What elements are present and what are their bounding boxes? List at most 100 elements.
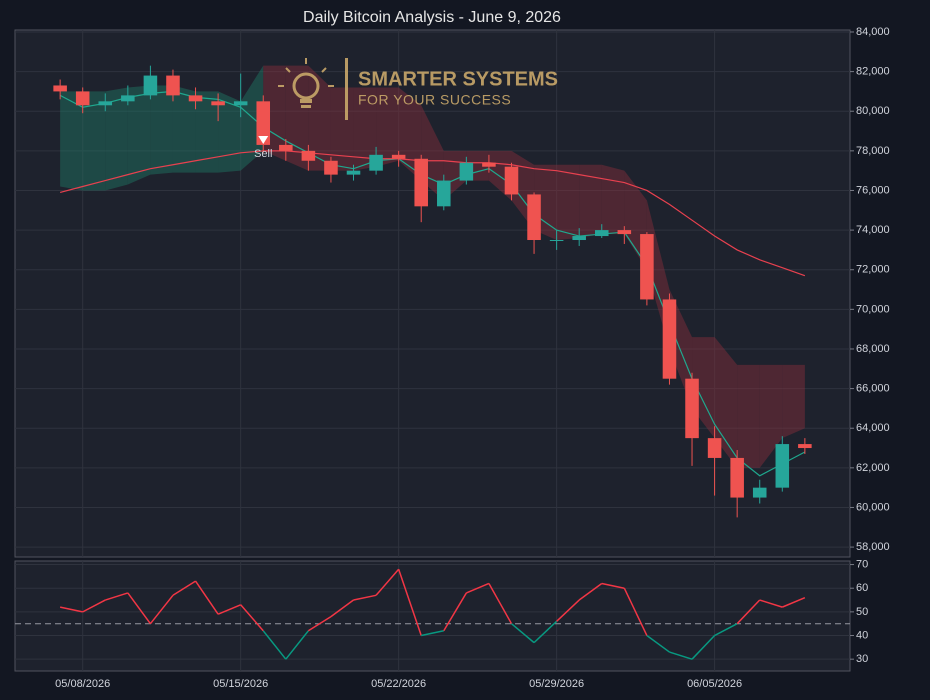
rsi-segment bbox=[623, 587, 648, 636]
candle-body bbox=[75, 91, 90, 106]
y-tick-label: 78,000 bbox=[856, 145, 890, 157]
x-tick-label: 05/29/2026 bbox=[529, 678, 584, 690]
candle-body bbox=[301, 150, 316, 161]
candle-body bbox=[617, 230, 632, 235]
y-tick-label: 66,000 bbox=[856, 383, 890, 395]
candle-body bbox=[53, 85, 67, 92]
rsi-segment bbox=[217, 604, 241, 615]
rsi-segment bbox=[397, 569, 422, 636]
candle-body bbox=[256, 101, 271, 145]
cloud bbox=[150, 85, 173, 175]
cloud bbox=[737, 364, 760, 468]
candle-body bbox=[166, 75, 180, 96]
y-tick-label: 72,000 bbox=[856, 264, 890, 276]
logo: SMARTER SYSTEMS FOR YOUR SUCCESS bbox=[278, 58, 558, 120]
rsi-segment bbox=[691, 634, 716, 660]
y-tick-label: 68,000 bbox=[856, 343, 890, 355]
cloud bbox=[782, 364, 805, 439]
rsi-segment bbox=[488, 583, 513, 625]
candle-body bbox=[482, 162, 496, 167]
y-tick-label: 70 bbox=[856, 558, 868, 570]
candle-body bbox=[233, 101, 248, 106]
rsi-segment bbox=[646, 634, 670, 653]
rsi-segment bbox=[82, 599, 106, 613]
candle-body bbox=[346, 170, 361, 175]
cloud bbox=[579, 164, 602, 239]
candle-body bbox=[121, 95, 135, 102]
chart-title: Daily Bitcoin Analysis - June 9, 2026 bbox=[303, 9, 561, 26]
y-tick-label: 40 bbox=[856, 629, 868, 641]
rsi-segment bbox=[714, 623, 738, 637]
y-tick-label: 64,000 bbox=[856, 422, 890, 434]
candle-body bbox=[414, 158, 428, 207]
cloud bbox=[82, 91, 106, 191]
rsi-segment bbox=[511, 623, 535, 644]
y-tick-label: 70,000 bbox=[856, 303, 890, 315]
rsi-segment bbox=[59, 606, 83, 613]
y-tick-label: 60,000 bbox=[856, 501, 890, 513]
x-tick-label: 06/05/2026 bbox=[687, 678, 742, 690]
candle-body bbox=[707, 438, 722, 458]
rsi-panel bbox=[14, 560, 851, 672]
candle-body bbox=[188, 95, 203, 102]
moving-average bbox=[59, 150, 806, 277]
rsi-segment bbox=[443, 592, 467, 632]
candle-body bbox=[775, 444, 790, 488]
y-tick-label: 50 bbox=[856, 606, 868, 618]
rsi-segment bbox=[149, 594, 174, 625]
candle-body bbox=[752, 487, 767, 498]
candle-body bbox=[98, 101, 113, 106]
rsi-segment bbox=[533, 620, 558, 644]
logo-name: SMARTER SYSTEMS bbox=[358, 68, 558, 90]
logo-tagline: FOR YOUR SUCCESS bbox=[358, 92, 511, 108]
sell-marker bbox=[258, 135, 269, 144]
candle-body bbox=[391, 154, 406, 159]
moving-average bbox=[59, 90, 806, 477]
bulb-base bbox=[301, 105, 311, 108]
cloud bbox=[127, 85, 151, 185]
rsi-segment bbox=[375, 568, 400, 596]
rsi-segment bbox=[105, 592, 129, 601]
bulb-base bbox=[300, 99, 312, 103]
rsi-segment bbox=[466, 582, 490, 594]
candle-body bbox=[369, 154, 383, 171]
cloud bbox=[376, 87, 399, 167]
candle-body bbox=[685, 378, 699, 439]
cloud bbox=[308, 65, 331, 171]
cloud bbox=[195, 91, 219, 173]
x-tick-label: 05/22/2026 bbox=[371, 678, 426, 690]
y-tick-label: 84,000 bbox=[856, 26, 890, 38]
candle-body bbox=[324, 160, 338, 175]
cloud bbox=[172, 85, 196, 173]
candle-body bbox=[211, 101, 225, 106]
rsi-segment bbox=[669, 651, 693, 660]
rsi-segment bbox=[353, 594, 377, 601]
candle-body bbox=[143, 75, 158, 96]
rsi-segment bbox=[307, 615, 332, 632]
y-tick-label: 30 bbox=[856, 653, 868, 665]
rsi-segment bbox=[601, 582, 625, 589]
cloud bbox=[105, 87, 128, 191]
rsi-segment bbox=[736, 599, 761, 625]
y-tick-label: 74,000 bbox=[856, 224, 890, 236]
cloud bbox=[714, 337, 738, 468]
sell-label: Sell bbox=[254, 148, 272, 160]
rsi-segment bbox=[421, 630, 444, 637]
candle-body bbox=[549, 240, 564, 242]
candle-body bbox=[640, 234, 654, 300]
candle-body bbox=[279, 144, 293, 151]
cloud bbox=[556, 164, 580, 241]
bulb-rays bbox=[278, 58, 334, 87]
cloud bbox=[330, 87, 354, 171]
candle-body bbox=[594, 230, 609, 237]
rsi-segment bbox=[759, 599, 783, 608]
y-tick-label: 82,000 bbox=[856, 66, 890, 78]
y-tick-label: 76,000 bbox=[856, 184, 890, 196]
rsi-segment bbox=[330, 599, 354, 618]
cloud bbox=[759, 364, 783, 468]
rsi-segment bbox=[556, 599, 580, 622]
candle-body bbox=[437, 180, 451, 207]
candle-body bbox=[527, 194, 541, 241]
plot-layer: 58,000 60,000 62,000 64,000 66,000 68,000 70,0… bbox=[15, 26, 890, 690]
